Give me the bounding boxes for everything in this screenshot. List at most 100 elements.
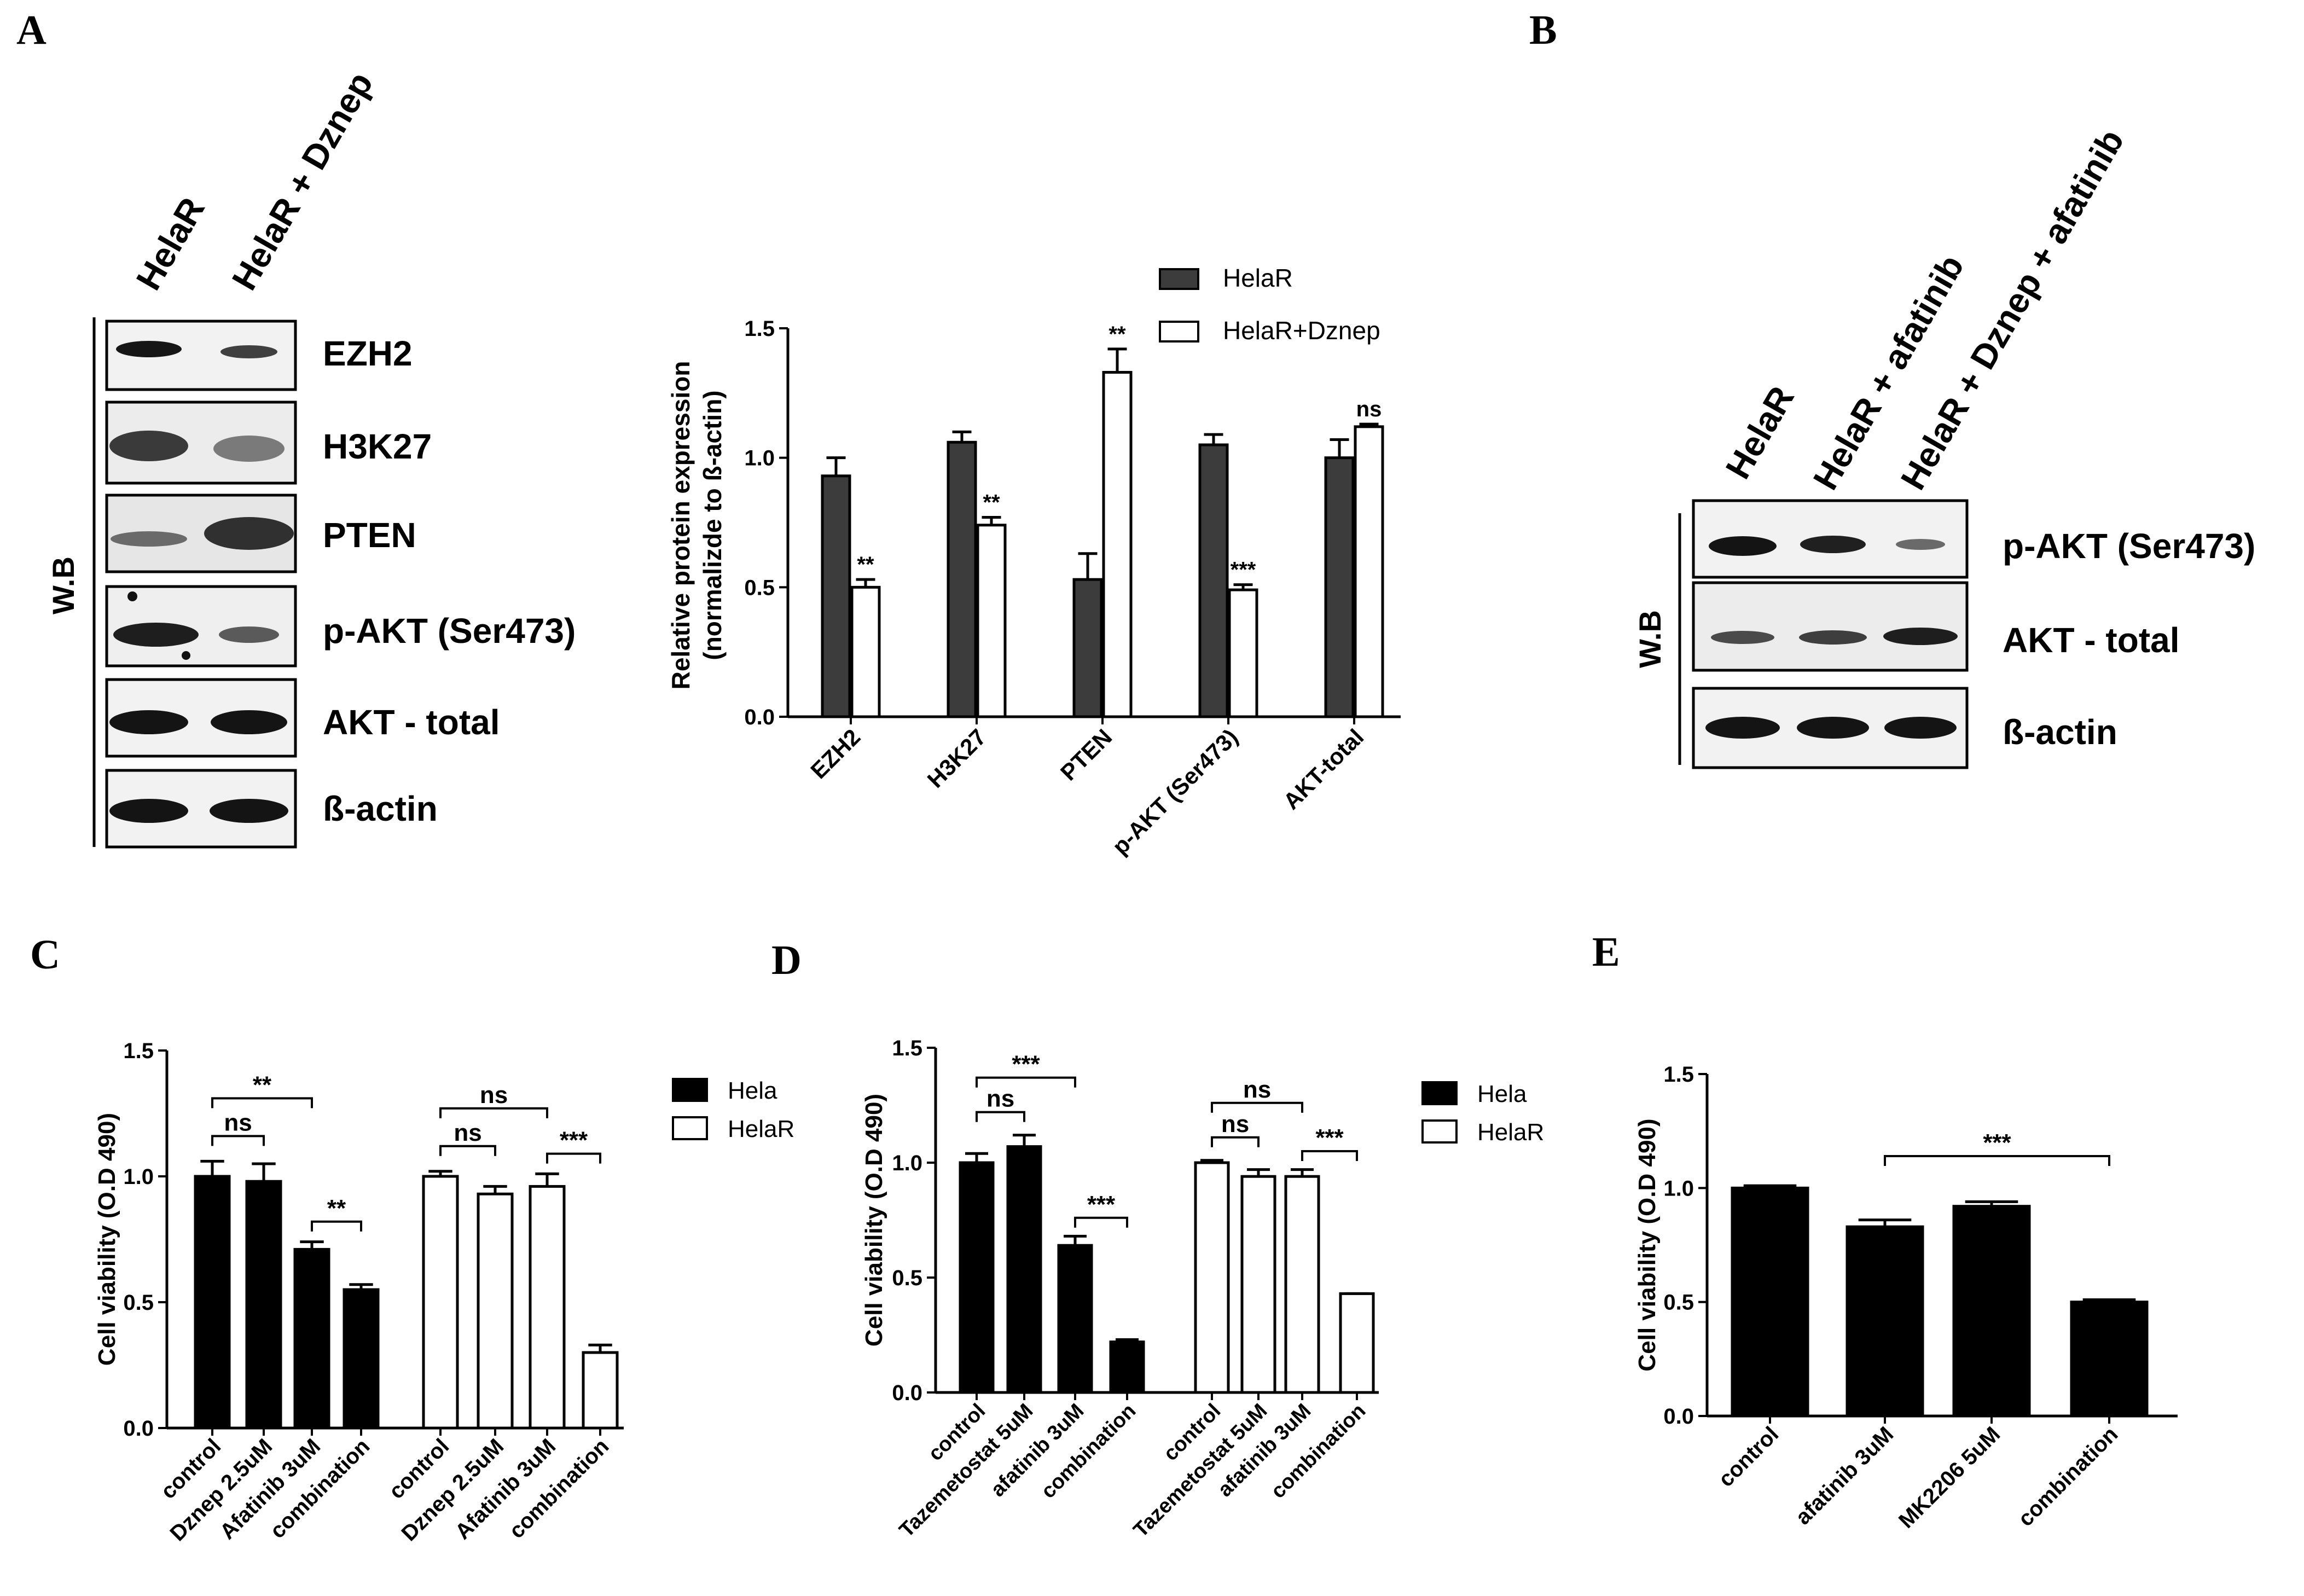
blot-a-band [211,710,287,734]
bar-series-1 [1006,1145,1042,1394]
significance-bracket [976,1111,1025,1122]
legend-swatch-helar [672,1116,708,1140]
bar-helar-dznep [976,524,1007,718]
legend-label: HelaR [728,1116,794,1142]
y-tick-label: 1.0 [744,446,775,471]
bar-series-2 [1339,1292,1375,1394]
significance-label: ns [1243,1076,1271,1103]
legend-label: Hela [728,1077,777,1104]
significance-label: ns [1356,397,1382,421]
bar-series-2 [582,1351,619,1430]
legend-swatch-hela [1421,1081,1458,1105]
legend-label: HelaR+Dznep [1223,316,1380,345]
y-tick-label: 0.0 [744,705,775,729]
blot-a-band [109,710,188,734]
blot-a-band-label: p-AKT (Ser473) [323,611,576,651]
bar-helar-dznep [850,585,881,718]
blot-b-band [1800,536,1866,553]
y-tick-label: 1.5 [892,1036,922,1060]
blot-b-band-frame [1692,581,1969,672]
blot-a-band [210,799,288,823]
y-axis-title: Cell viability (O.D 490) [861,1094,887,1347]
panel-label-c: C [30,932,60,978]
significance-label: *** [560,1127,588,1154]
bar-helar [1324,456,1355,718]
y-tick-label: 1.0 [1663,1176,1694,1200]
significance-label: ** [857,553,874,577]
bar-helar-dznep [1228,588,1258,718]
x-tick-label: H3K27 [922,724,991,793]
bar-helar [1198,443,1229,718]
significance-label: ns [224,1109,252,1136]
x-tick-label: combination [2013,1422,2122,1531]
legend-swatch-helar [1159,268,1199,290]
blot-a-lane-label: HelaR [129,191,212,297]
y-tick-label: 0.5 [892,1266,922,1290]
y-tick-label: 0.5 [744,576,775,600]
bar-series-1 [2070,1301,2149,1418]
significance-label: ** [253,1071,272,1098]
blot-a-band-label: EZH2 [323,334,413,373]
blot-b-band [1799,630,1867,645]
blot-b-wb-label: W.B [1633,610,1667,668]
bar-series-1 [1057,1244,1093,1394]
significance-bracket [546,1152,601,1164]
significance-bracket [211,1097,313,1109]
blot-a-band [113,623,199,647]
y-tick-label: 0.5 [123,1291,154,1315]
bar-series-2 [529,1185,566,1430]
chart-e-viability: 0.0 0.5 1.0 1.5 Cell viability (O.D 490) cont… [1634,1063,2178,1533]
bar-helar [1072,578,1103,718]
blot-b-band-label: AKT - total [2003,620,2180,660]
bar-helar-dznep [1102,370,1133,718]
bar-series-2 [477,1192,514,1430]
significance-bracket [211,1135,265,1146]
blot-a-wb-label: W.B [46,556,80,614]
x-tick-label: EZH2 [805,724,865,784]
significance-label: ns [986,1086,1014,1112]
blot-b-band [1797,717,1869,739]
bar-series-1 [1109,1340,1145,1394]
blot-a-band [213,436,285,462]
bar-series-2 [1240,1175,1276,1394]
blot-a-speck [182,651,190,660]
y-tick-label: 0.0 [892,1381,922,1405]
x-tick-label: MK2206 5uM [1894,1422,2005,1533]
legend-label: HelaR [1477,1119,1544,1146]
blot-a-band-label: H3K27 [323,427,432,466]
bar-series-2 [422,1175,459,1430]
blot-a-band [220,345,277,358]
significance-bracket [1211,1136,1260,1147]
significance-bracket [439,1145,496,1156]
blot-b-band [1883,628,1958,645]
blot-a-band [219,626,279,643]
significance-label: *** [1315,1124,1344,1151]
blot-b-band [1705,717,1780,739]
bar-series-1 [245,1180,282,1430]
y-tick-label: 1.0 [892,1151,922,1175]
bar-series-2 [1284,1175,1320,1394]
blot-b-band [1711,631,1774,644]
y-tick-label: 1.5 [123,1039,154,1063]
y-tick-label: 1.5 [1663,1063,1694,1087]
significance-bracket [1884,1155,2110,1166]
y-tick-label: 0.0 [1663,1405,1694,1429]
blot-a-band-label: PTEN [323,515,416,555]
y-axis-title: Cell viability (O.D 490) [1634,1118,1661,1371]
significance-label: ns [1221,1111,1249,1137]
x-tick-label: AKT-total [1278,724,1368,814]
significance-label: *** [1087,1191,1116,1218]
significance-label: *** [1012,1051,1040,1078]
blot-b-band [1896,539,1945,550]
blot-b-band-label: p-AKT (Ser473) [2003,526,2255,566]
y-tick-label: 0.5 [1663,1291,1694,1315]
y-tick-label: 0.0 [123,1417,154,1441]
panel-label-d: D [771,937,802,983]
significance-label: ns [454,1119,481,1146]
blot-a-band [109,431,188,461]
legend-swatch-helar [1421,1119,1458,1144]
x-tick-label: afatinib 3uM [1791,1422,1898,1529]
x-tick-label: control [1714,1422,1783,1491]
bar-helar-dznep [1354,425,1384,718]
